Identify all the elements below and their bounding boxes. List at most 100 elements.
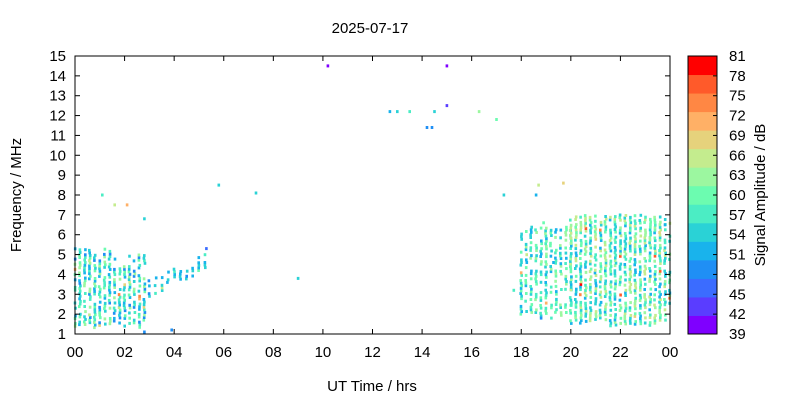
data-point <box>594 289 598 293</box>
data-point <box>113 267 116 271</box>
data-point <box>614 235 618 239</box>
data-point <box>549 254 553 258</box>
data-point <box>628 288 632 292</box>
data-point <box>575 264 578 268</box>
data-point <box>79 284 82 288</box>
data-point <box>639 213 643 217</box>
data-point <box>639 249 642 253</box>
data-point <box>93 323 97 327</box>
data-point <box>94 313 97 317</box>
data-point <box>128 303 131 307</box>
data-point <box>78 250 82 254</box>
data-point <box>629 290 632 294</box>
data-point <box>659 298 662 302</box>
data-point <box>103 317 107 321</box>
data-point <box>613 269 617 273</box>
data-point <box>549 241 552 245</box>
data-point <box>569 241 573 245</box>
data-point <box>128 275 131 279</box>
data-point <box>579 316 583 320</box>
data-point <box>653 226 657 230</box>
colorbar-segment <box>688 167 717 187</box>
data-point <box>128 280 131 284</box>
data-point <box>618 216 622 220</box>
data-point <box>78 294 82 298</box>
data-point <box>633 260 637 264</box>
data-point <box>98 274 101 278</box>
data-point <box>185 269 189 273</box>
data-point <box>654 288 657 292</box>
data-point <box>594 268 597 272</box>
data-point <box>633 273 636 277</box>
data-point <box>205 247 208 251</box>
data-point <box>117 298 121 302</box>
data-point <box>554 274 558 278</box>
data-point <box>98 305 101 309</box>
data-point <box>142 318 146 322</box>
data-point <box>143 330 146 334</box>
data-point <box>578 267 582 271</box>
data-point <box>613 302 617 306</box>
data-point <box>569 309 572 312</box>
data-point <box>658 233 662 237</box>
data-point <box>127 278 131 281</box>
data-point <box>520 294 523 298</box>
data-point <box>643 272 647 276</box>
data-point <box>633 245 637 249</box>
data-point <box>618 265 622 269</box>
data-point <box>624 244 627 248</box>
data-point <box>643 277 647 281</box>
x-tick-label: 08 <box>265 344 282 361</box>
data-marks <box>73 64 672 334</box>
data-point <box>659 282 662 286</box>
data-point <box>628 241 631 245</box>
data-point <box>128 283 132 287</box>
data-point <box>559 311 563 315</box>
data-point <box>113 283 116 287</box>
data-point <box>545 226 548 230</box>
data-point <box>118 300 121 304</box>
data-point <box>529 305 533 309</box>
data-point <box>579 277 582 281</box>
data-point <box>659 313 662 317</box>
y-tick-label: 5 <box>58 247 66 264</box>
data-point <box>574 298 577 301</box>
data-point <box>614 315 617 319</box>
data-point <box>166 278 170 282</box>
data-point <box>113 301 117 305</box>
data-point <box>614 240 617 244</box>
data-point <box>79 312 82 316</box>
data-point <box>579 269 582 273</box>
data-point <box>569 247 572 250</box>
data-point <box>122 296 126 300</box>
data-point <box>559 269 562 273</box>
data-point <box>614 253 618 257</box>
data-point <box>634 232 638 236</box>
data-point <box>137 312 141 316</box>
data-point <box>519 271 523 275</box>
data-point <box>138 325 141 329</box>
data-point <box>108 283 111 287</box>
data-point <box>644 267 647 271</box>
data-point <box>584 216 587 220</box>
data-point <box>614 230 617 234</box>
data-point <box>540 260 543 264</box>
data-point <box>425 126 429 129</box>
data-point <box>143 287 147 291</box>
data-point <box>132 269 136 273</box>
data-point <box>623 216 627 220</box>
data-point <box>623 317 627 321</box>
data-point <box>88 261 92 265</box>
data-point <box>545 255 548 259</box>
data-point <box>668 257 671 261</box>
data-point <box>624 309 627 313</box>
data-point <box>524 248 528 252</box>
data-point <box>623 250 627 254</box>
data-point <box>88 254 92 257</box>
data-point <box>638 265 642 269</box>
data-point <box>133 311 137 314</box>
data-point <box>619 218 622 222</box>
data-point <box>638 219 642 222</box>
data-point <box>569 259 572 263</box>
data-point <box>154 291 157 295</box>
